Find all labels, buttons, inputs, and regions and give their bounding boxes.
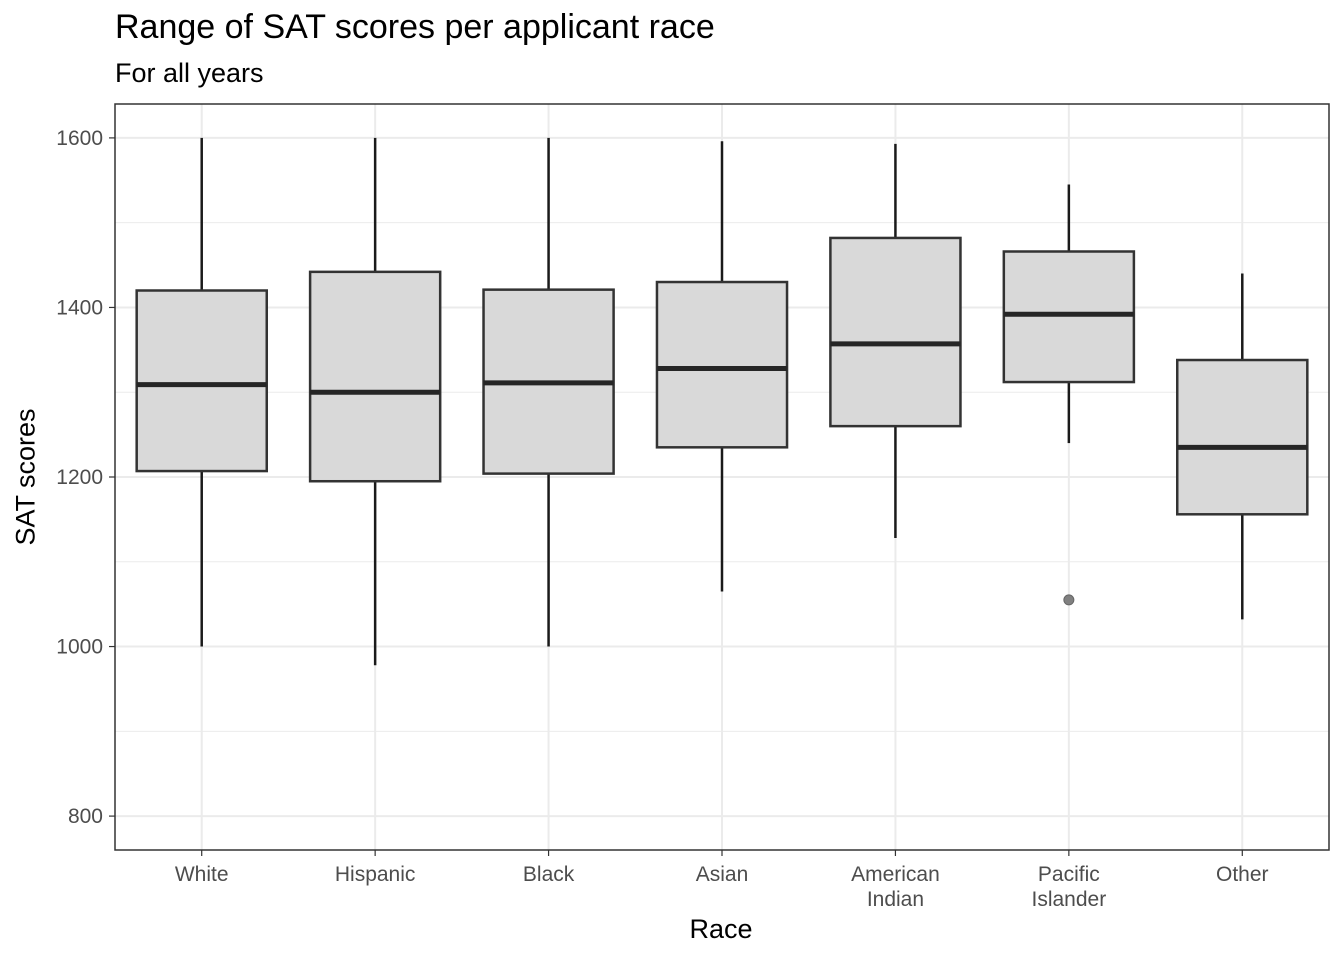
x-tick-label: White [175, 863, 229, 886]
x-axis-label: Race [689, 914, 753, 944]
x-tick-label: Other [1216, 863, 1269, 886]
x-tick-label: Black [523, 863, 575, 886]
x-tick-label: Pacific Islander [1031, 863, 1106, 911]
y-tick-label: 1600 [56, 127, 103, 150]
chart-subtitle: For all years [115, 58, 264, 88]
outlier-point-pacific-islander [1063, 594, 1075, 606]
plot-panel-border [114, 103, 1330, 851]
y-tick-label: 1400 [56, 296, 103, 319]
box-other [1176, 358, 1309, 516]
x-tick-label: American Indian [851, 863, 940, 911]
box-american-indian [829, 236, 962, 428]
box-asian [655, 280, 789, 449]
box-white [135, 289, 268, 473]
box-hispanic [308, 270, 442, 483]
x-tick-label: Asian [696, 863, 749, 886]
y-tick-label: 800 [68, 805, 103, 828]
chart-title: Range of SAT scores per applicant race [115, 8, 715, 46]
box-pacific-islander [1002, 250, 1136, 384]
y-tick-label: 1000 [56, 636, 103, 659]
x-tick-label: Hispanic [335, 863, 416, 886]
y-tick-label: 1200 [56, 466, 103, 489]
